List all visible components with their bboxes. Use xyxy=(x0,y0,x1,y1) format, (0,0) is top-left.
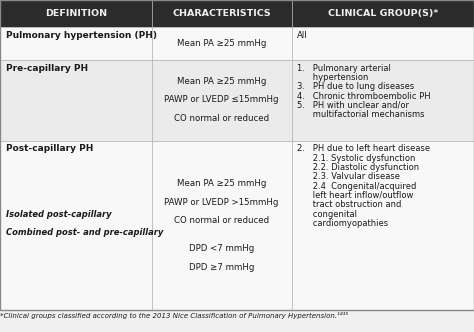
Text: hypertension: hypertension xyxy=(297,73,369,82)
Bar xyxy=(0,0,152,27)
Text: 2.3. Valvular disease: 2.3. Valvular disease xyxy=(297,172,400,181)
Text: DEFINITION: DEFINITION xyxy=(45,9,107,18)
Bar xyxy=(292,27,474,60)
Bar xyxy=(0,27,152,60)
Bar xyxy=(152,0,292,27)
Bar xyxy=(292,0,474,27)
Text: Pre-capillary PH: Pre-capillary PH xyxy=(6,64,88,73)
Text: Combined post- and pre-capillary: Combined post- and pre-capillary xyxy=(6,228,163,237)
Text: congenital: congenital xyxy=(297,209,357,218)
Text: PAWP or LVEDP >15mmHg: PAWP or LVEDP >15mmHg xyxy=(164,198,279,207)
Text: left heart inflow/outflow: left heart inflow/outflow xyxy=(297,191,414,200)
Text: Mean PA ≥25 mmHg: Mean PA ≥25 mmHg xyxy=(177,179,266,188)
Text: 5.   PH with unclear and/or: 5. PH with unclear and/or xyxy=(297,101,409,110)
Text: *Clinical groups classified according to the 2013 Nice Classification of Pulmona: *Clinical groups classified according to… xyxy=(0,312,348,319)
Text: Mean PA ≥25 mmHg: Mean PA ≥25 mmHg xyxy=(177,39,266,48)
Bar xyxy=(292,140,474,310)
Text: Pulmonary hypertension (PH): Pulmonary hypertension (PH) xyxy=(6,31,157,40)
Text: multifactorial mechanisms: multifactorial mechanisms xyxy=(297,110,425,119)
Text: tract obstruction and: tract obstruction and xyxy=(297,200,401,209)
Text: CLINICAL GROUP(S)*: CLINICAL GROUP(S)* xyxy=(328,9,438,18)
Bar xyxy=(152,27,292,60)
Text: Isolated post-capillary: Isolated post-capillary xyxy=(6,209,111,218)
Text: All: All xyxy=(297,31,308,40)
Text: DPD <7 mmHg: DPD <7 mmHg xyxy=(189,244,254,253)
Text: 1.   Pulmonary arterial: 1. Pulmonary arterial xyxy=(297,64,391,73)
Text: CO normal or reduced: CO normal or reduced xyxy=(174,216,269,225)
Text: 2.4  Congenital/acquired: 2.4 Congenital/acquired xyxy=(297,182,417,191)
Bar xyxy=(152,60,292,140)
Bar xyxy=(0,60,152,140)
Text: 3.   PH due to lung diseases: 3. PH due to lung diseases xyxy=(297,82,414,91)
Text: 2.   PH due to left heart disease: 2. PH due to left heart disease xyxy=(297,144,430,153)
Text: Mean PA ≥25 mmHg: Mean PA ≥25 mmHg xyxy=(177,77,266,86)
Text: Post-capillary PH: Post-capillary PH xyxy=(6,144,93,153)
Text: 4.   Chronic thromboembolic PH: 4. Chronic thromboembolic PH xyxy=(297,92,431,101)
Text: DPD ≥7 mmHg: DPD ≥7 mmHg xyxy=(189,263,254,272)
Text: 2.1. Systolic dysfunction: 2.1. Systolic dysfunction xyxy=(297,154,416,163)
Text: CHARACTERISTICS: CHARACTERISTICS xyxy=(172,9,271,18)
Bar xyxy=(0,140,152,310)
Bar xyxy=(292,60,474,140)
Bar xyxy=(152,140,292,310)
Text: PAWP or LVEDP ≤15mmHg: PAWP or LVEDP ≤15mmHg xyxy=(164,96,279,105)
Text: 2.2. Diastolic dysfunction: 2.2. Diastolic dysfunction xyxy=(297,163,419,172)
Text: CO normal or reduced: CO normal or reduced xyxy=(174,114,269,123)
Text: cardiomyopathies: cardiomyopathies xyxy=(297,219,388,228)
